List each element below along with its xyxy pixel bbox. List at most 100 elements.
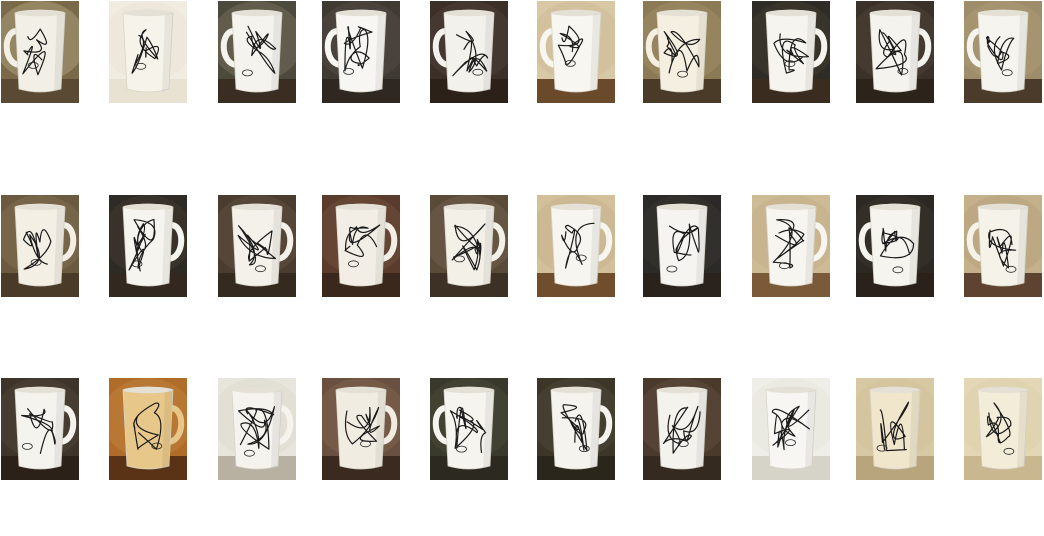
mug-handle [539,28,558,68]
mug-shadow [696,390,707,468]
mug-photo-image [218,195,296,297]
mug-shadow [483,13,494,91]
mug-rim [336,203,386,211]
mug-rim [978,386,1028,394]
mug-handle [166,405,185,445]
signature-doodle [578,445,590,452]
mug-handle [432,28,451,68]
mug-photo-image [430,195,508,297]
mug-handle [594,405,613,445]
mug-photo-image [322,378,400,480]
mug-rim [123,9,173,17]
signature-scribble [131,29,160,74]
mug-shadow [696,207,707,285]
signature-scribble [986,35,1015,71]
mug-photo [643,195,721,297]
mug-rim [657,386,707,394]
mug-photo-image [109,378,187,480]
mug-handle [594,222,613,262]
signature-doodle [892,266,904,274]
mug-rim [870,203,920,211]
mug-photo-image [322,195,400,297]
signature-doodle [131,260,143,268]
mug-rim [123,203,173,211]
mug-photo [964,378,1042,480]
signature-scribble [773,33,810,74]
mug-photo [109,378,187,480]
mug-photo-image [643,1,721,103]
mug-photo [537,1,615,103]
mug-photo [964,195,1042,297]
signature-doodle [784,60,796,68]
mug-photo [752,195,830,297]
signature-scribble [557,25,584,65]
signature-doodle [472,68,484,76]
signature-scribble [561,222,595,269]
signature-scribble [238,406,275,450]
mug-photo-image [856,378,934,480]
signature-doodle [677,70,688,78]
signature-doodle [255,265,266,273]
mug-rim [232,386,282,394]
mug-photo-image [109,195,187,297]
mug-photo-image [1,378,79,480]
mug-photo-image [752,378,830,480]
mug-shadow [162,207,173,285]
mug-handle [809,28,828,68]
mug-rim [444,386,494,394]
signature-scribble [21,408,56,454]
mug-handle [809,222,828,262]
signature-scribble [245,25,277,74]
mug-rim [444,203,494,211]
mug-photo [856,378,934,480]
signature-scribble [128,218,156,272]
mug-photo [1,195,79,297]
signature-doodle [677,440,689,447]
mug-rim [15,386,65,394]
signature-doodle [343,68,355,75]
mug-shadow [483,390,494,468]
signature-doodle [151,442,163,450]
mug-rim [657,9,707,17]
mug-photo [643,1,721,103]
signature-doodle [897,67,909,75]
mug-rim [766,9,816,17]
mug-shadow [909,390,920,468]
mug-photo-image [218,378,296,480]
mug-photo-image [752,195,830,297]
signature-scribble [988,228,1017,269]
signature-doodle [1003,447,1015,455]
signature-doodle [575,254,587,262]
mug-rim [551,386,601,394]
mug-handle [220,28,239,68]
mug-photo [752,378,830,480]
mug-photo [430,195,508,297]
mug-photo [218,378,296,480]
mug-photo [430,378,508,480]
mug-handle [379,405,398,445]
mug-photo-image [537,378,615,480]
mug-rim [15,203,65,211]
mug-rim [336,386,386,394]
signature-doodle [348,260,359,268]
mug-photo [1,378,79,480]
mug-shadow [1017,207,1028,285]
mug-handle [275,222,294,262]
mug-photo [537,195,615,297]
mug-photo-image [643,195,721,297]
mug-shadow [805,390,816,468]
mug-rim [870,9,920,17]
mug-photo [964,1,1042,103]
mug-rim [15,9,65,17]
mug-photo-image [856,195,934,297]
signature-doodle [779,262,790,270]
mug-photo [537,378,615,480]
signature-doodle [1005,265,1017,273]
mug-rim [978,9,1028,17]
mug-shadow [162,13,173,91]
mug-rim [232,203,282,211]
signature-doodle [876,444,888,452]
signature-doodle [243,449,255,457]
signature-doodle [785,439,796,446]
mug-handle [966,28,985,68]
